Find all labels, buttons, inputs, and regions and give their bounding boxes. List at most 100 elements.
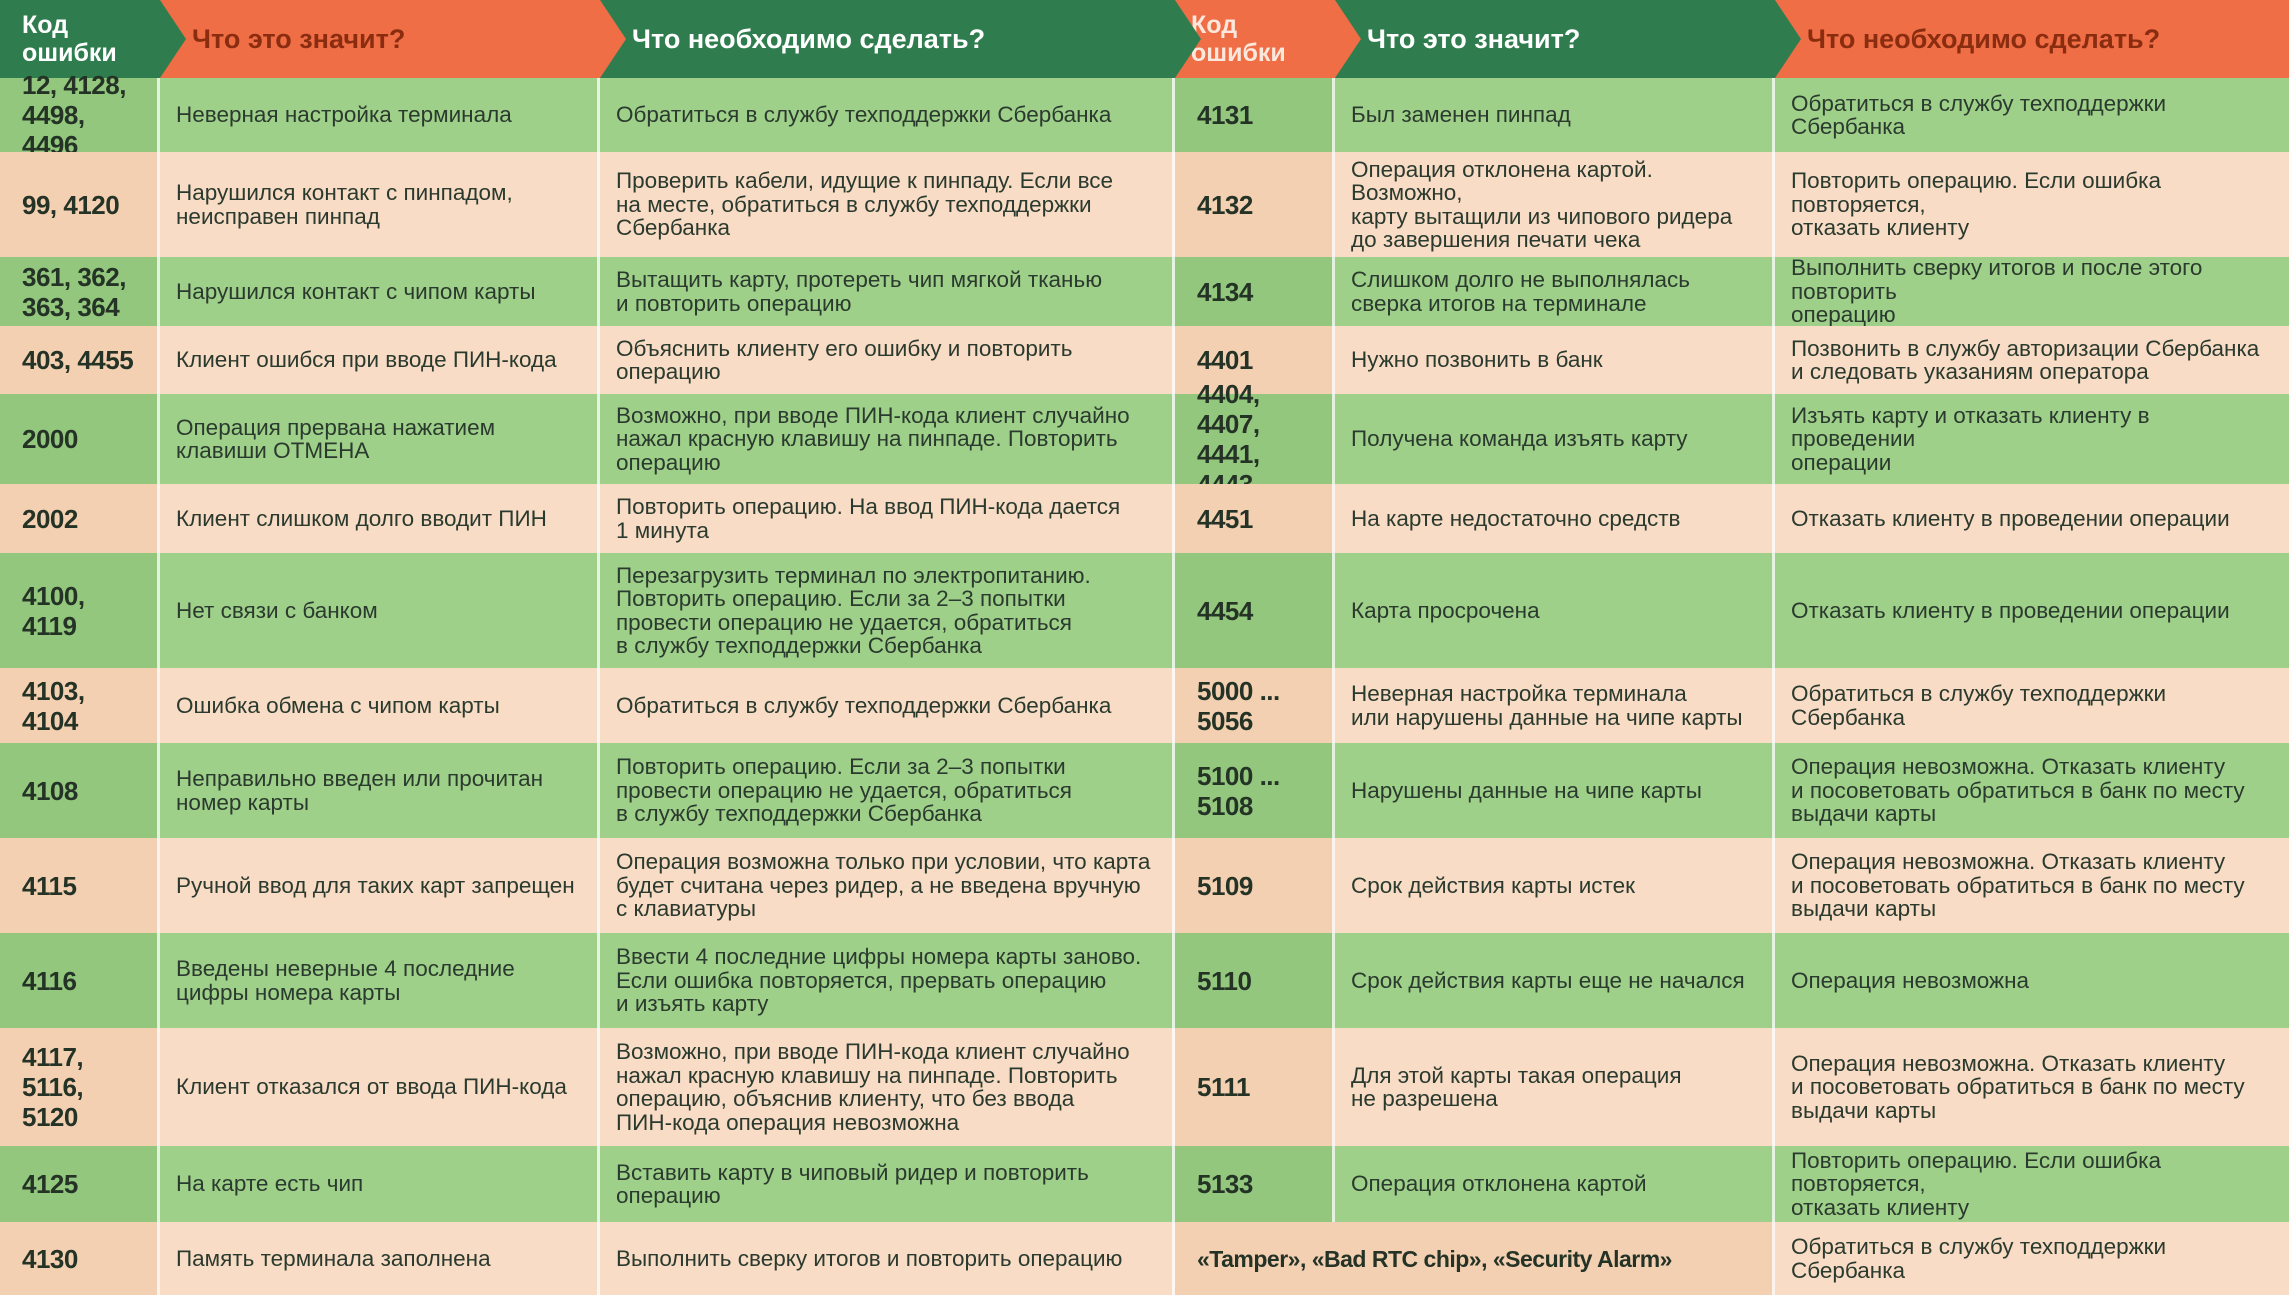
error-action: Позвонить в службу авторизации Сбербанка… — [1791, 335, 2260, 384]
table-row: 4117, 5116, 5120 Клиент отказался от ввод… — [0, 1028, 2289, 1146]
right-code-cell: 5000 ... 5056 — [1175, 668, 1335, 743]
left-code-cell: 99, 4120 — [0, 152, 160, 257]
error-meaning: Нарушился контакт с пинпадом, неисправен… — [176, 180, 513, 229]
left-code-cell: 361, 362, 363, 364 — [0, 257, 160, 326]
right-meaning-cell: Нарушены данные на чипе карты — [1335, 743, 1775, 838]
error-code: 403, 4455 — [22, 345, 134, 375]
header-code-label: Код ошибки — [22, 11, 117, 67]
error-meaning: Карта просрочена — [1351, 597, 1540, 623]
error-code: 5133 — [1197, 1169, 1253, 1199]
error-code: 4115 — [22, 870, 77, 901]
error-action: Выполнить сверку итогов и после этого по… — [1791, 255, 2203, 328]
left-code-cell: 4116 — [0, 933, 160, 1028]
header-code-label: Код ошибки — [1191, 11, 1286, 67]
left-code-cell: 4117, 5116, 5120 — [0, 1028, 160, 1146]
header-meaning-left: Что это значит? — [160, 0, 626, 78]
error-meaning: Нужно позвонить в банк — [1351, 347, 1603, 373]
left-action-cell: Обратиться в службу техподдержки Сбербан… — [600, 668, 1175, 743]
header-code-left: Код ошибки — [0, 0, 186, 78]
error-action: Отказать клиенту в проведении операции — [1791, 505, 2230, 531]
header-action-label: Что необходимо сделать? — [632, 24, 986, 54]
left-action-cell: Проверить кабели, идущие к пинпаду. Если… — [600, 152, 1175, 257]
error-meaning: Операция отклонена картой — [1351, 1171, 1647, 1197]
left-code-cell: 4125 — [0, 1146, 160, 1222]
right-action-cell: Выполнить сверку итогов и после этого по… — [1775, 255, 2289, 328]
right-meaning-cell: Операция отклонена картой. Возможно, кар… — [1335, 152, 1775, 257]
right-action-cell: Операция невозможна — [1775, 933, 2289, 1028]
error-meaning: Память терминала заполнена — [176, 1245, 491, 1271]
right-action-cell: Обратиться в службу техподдержки Сбербан… — [1775, 1222, 2289, 1295]
error-action: Изъять карту и отказать клиенту в провед… — [1791, 402, 2150, 475]
left-code-cell: 12, 4128, 4498, 4496 — [0, 70, 160, 160]
right-code-cell: 5100 ... 5108 — [1175, 743, 1335, 838]
left-meaning-cell: Ручной ввод для таких карт запрещен — [160, 838, 600, 933]
error-action: Повторить операцию. Если ошибка повторяе… — [1791, 168, 2161, 241]
error-meaning: Срок действия карты еще не начался — [1351, 967, 1745, 993]
error-meaning: Неверная настройка терминала — [176, 102, 512, 128]
table-row: 4103, 4104 Ошибка обмена с чипом карты Обр… — [0, 668, 2289, 743]
right-code-cell: 4451 — [1175, 484, 1335, 553]
table-row: 403, 4455 Клиент ошибся при вводе ПИН-код… — [0, 326, 2289, 394]
right-meaning-cell: Карта просрочена — [1335, 553, 1775, 668]
left-meaning-cell: Клиент ошибся при вводе ПИН-кода — [160, 326, 600, 394]
error-code: 4130 — [22, 1243, 78, 1274]
right-code-cell: 4454 — [1175, 553, 1335, 668]
table-row: 2002 Клиент слишком долго вводит ПИН Повто… — [0, 484, 2289, 553]
left-code-cell: 4115 — [0, 838, 160, 933]
right-code-cell: 4134 — [1175, 257, 1335, 326]
error-code: 4454 — [1197, 595, 1253, 626]
right-action-cell: Отказать клиенту в проведении операции — [1775, 553, 2289, 668]
error-meaning: Операция прервана нажатием клавиши ОТМЕН… — [176, 414, 496, 463]
right-action-cell: Отказать клиенту в проведении операции — [1775, 484, 2289, 553]
right-action-cell: Операция невозможна. Отказать клиенту и … — [1775, 743, 2289, 838]
error-meaning: Операция отклонена картой. Возможно, кар… — [1351, 156, 1733, 252]
error-action: Обратиться в службу техподдержки Сбербан… — [1791, 90, 2167, 139]
right-code-cell: 4131 — [1175, 78, 1335, 152]
right-code-cell: 5110 — [1175, 933, 1335, 1028]
left-code-cell: 4103, 4104 — [0, 668, 160, 743]
error-meaning: Ошибка обмена с чипом карты — [176, 692, 500, 718]
error-meaning: Клиент слишком долго вводит ПИН — [176, 505, 547, 531]
right-code-cell: 5111 — [1175, 1028, 1335, 1146]
error-action: Обратиться в службу техподдержки Сбербан… — [616, 102, 1112, 128]
left-meaning-cell: На карте есть чип — [160, 1146, 600, 1222]
error-code: 4103, 4104 — [22, 675, 85, 736]
right-action-cell: Повторить операцию. Если ошибка повторяе… — [1775, 1146, 2289, 1222]
left-meaning-cell: Нарушился контакт с чипом карты — [160, 257, 600, 326]
left-meaning-cell: Клиент отказался от ввода ПИН-кода — [160, 1028, 600, 1146]
header-action-left: Что необходимо сделать? — [600, 0, 1201, 78]
error-meaning: Нет связи с банком — [176, 597, 378, 623]
error-code: 4131 — [1197, 100, 1253, 130]
error-action: Операция возможна только при условии, чт… — [616, 849, 1151, 922]
left-code-cell: 2000 — [0, 394, 160, 484]
right-action-cell: Обратиться в службу техподдержки Сбербан… — [1775, 78, 2289, 152]
left-meaning-cell: Нет связи с банком — [160, 553, 600, 668]
left-meaning-cell: Неверная настройка терминала — [160, 78, 600, 152]
error-action: Операция невозможна. Отказать клиенту и … — [1791, 754, 2245, 827]
error-action: Операция невозможна. Отказать клиенту и … — [1791, 1050, 2245, 1123]
left-action-cell: Перезагрузить терминал по электропитанию… — [600, 553, 1175, 668]
right-action-cell: Операция невозможна. Отказать клиенту и … — [1775, 1028, 2289, 1146]
left-code-cell: 403, 4455 — [0, 326, 160, 394]
error-meaning: На карте недостаточно средств — [1351, 505, 1681, 531]
error-code: 4404, 4407, 4441, 4443 — [1197, 379, 1260, 499]
error-code: 5109 — [1197, 870, 1253, 901]
error-meaning: Клиент ошибся при вводе ПИН-кода — [176, 347, 557, 373]
error-meaning: Получена команда изъять карту — [1351, 426, 1688, 452]
error-code: 4108 — [22, 775, 78, 806]
left-meaning-cell: Память терминала заполнена — [160, 1222, 600, 1295]
error-action: Возможно, при вводе ПИН-кода клиент случ… — [616, 1039, 1130, 1135]
right-action-cell: Позвонить в службу авторизации Сбербанка… — [1775, 326, 2289, 394]
error-code: 4125 — [22, 1169, 78, 1199]
right-code-cell: 5133 — [1175, 1146, 1335, 1222]
error-code: 4134 — [1197, 276, 1253, 307]
error-action: Отказать клиенту в проведении операции — [1791, 597, 2230, 623]
error-code: 2000 — [22, 424, 78, 454]
table-row: 361, 362, 363, 364 Нарушился контакт с чи… — [0, 255, 2289, 328]
right-action-cell: Операция невозможна. Отказать клиенту и … — [1775, 838, 2289, 933]
error-code: 5100 ... 5108 — [1197, 760, 1280, 821]
error-action: Операция невозможна — [1791, 967, 2030, 993]
header-meaning-right: Что это значит? — [1335, 0, 1801, 78]
left-code-cell: 4130 — [0, 1222, 160, 1295]
error-meaning: Для этой карты такая операция не разреше… — [1351, 1062, 1682, 1111]
